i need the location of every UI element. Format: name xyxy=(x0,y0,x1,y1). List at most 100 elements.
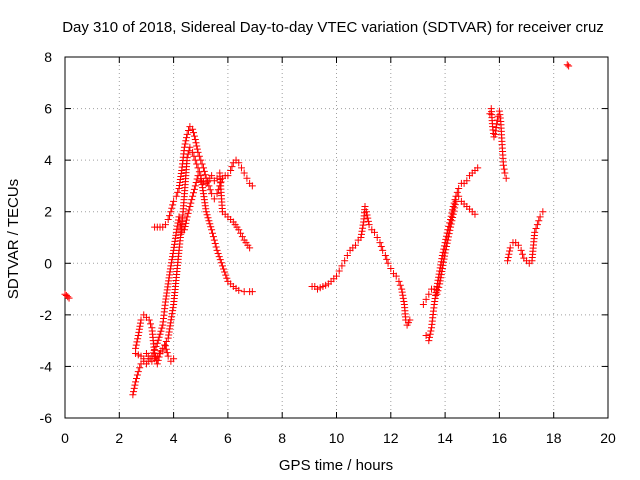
data-point xyxy=(185,126,193,134)
y-tick-label: 0 xyxy=(44,255,52,271)
data-point xyxy=(399,291,407,299)
data-point xyxy=(208,172,216,180)
data-point xyxy=(240,169,248,177)
data-point xyxy=(504,253,512,261)
data-point xyxy=(193,145,201,153)
data-point xyxy=(162,338,170,346)
data-point xyxy=(133,371,141,379)
data-point xyxy=(135,328,143,336)
y-tick-label: -2 xyxy=(40,307,53,323)
data-point xyxy=(205,217,213,225)
data-point xyxy=(235,286,243,294)
data-point xyxy=(200,167,208,175)
data-point xyxy=(169,201,177,209)
data-point xyxy=(227,166,235,174)
data-point xyxy=(518,250,526,258)
data-point xyxy=(134,331,142,339)
data-point xyxy=(209,233,217,241)
data-point xyxy=(215,253,223,261)
data-point xyxy=(213,190,221,198)
data-point xyxy=(183,130,191,138)
data-point xyxy=(474,164,482,172)
data-point xyxy=(206,186,214,194)
x-tick-label: 14 xyxy=(437,430,453,446)
data-point xyxy=(444,236,452,244)
data-point xyxy=(169,253,177,261)
data-point xyxy=(533,221,541,229)
data-point xyxy=(207,223,215,231)
data-point xyxy=(406,316,414,324)
x-tick-label: 0 xyxy=(61,430,69,446)
data-point xyxy=(238,233,246,241)
data-point xyxy=(235,226,243,234)
data-point xyxy=(383,255,391,263)
data-point xyxy=(500,165,508,173)
x-axis-label: GPS time / hours xyxy=(279,457,393,474)
y-tick-label: -6 xyxy=(40,410,53,426)
data-point xyxy=(565,62,573,70)
data-point xyxy=(65,294,73,302)
data-point xyxy=(191,136,199,144)
data-point xyxy=(442,243,450,251)
data-point xyxy=(174,188,182,196)
series-flat xyxy=(151,123,256,231)
data-point xyxy=(133,338,141,346)
data-point xyxy=(237,229,245,237)
data-point xyxy=(182,216,190,224)
data-point xyxy=(198,160,206,168)
data-point xyxy=(130,384,138,392)
data-point xyxy=(136,319,144,327)
data-point xyxy=(438,264,446,272)
data-point xyxy=(395,277,403,285)
data-point xyxy=(449,214,457,222)
data-point xyxy=(493,120,501,128)
data-point xyxy=(455,185,463,193)
data-point xyxy=(437,274,445,282)
data-point xyxy=(361,203,369,211)
data-point xyxy=(506,244,514,252)
x-tick-label: 16 xyxy=(492,430,508,446)
data-point xyxy=(134,368,142,376)
data-point xyxy=(163,349,171,357)
data-point xyxy=(204,214,212,222)
data-point xyxy=(177,225,185,233)
data-point xyxy=(506,247,514,255)
data-point xyxy=(246,244,254,252)
data-point xyxy=(182,219,190,227)
data-point xyxy=(387,264,395,272)
y-tick-label: -4 xyxy=(40,358,53,374)
data-point xyxy=(176,216,184,224)
series-rise-b xyxy=(132,169,254,368)
data-point xyxy=(358,227,366,235)
data-point xyxy=(539,208,547,216)
data-point xyxy=(192,178,200,186)
data-point xyxy=(190,185,198,193)
grid xyxy=(65,57,608,418)
data-point xyxy=(373,234,381,241)
x-tick-label: 2 xyxy=(115,430,123,446)
data-point xyxy=(451,204,459,212)
data-point xyxy=(362,208,370,216)
data-point xyxy=(186,203,194,211)
data-point xyxy=(164,352,172,360)
series-late-low xyxy=(504,208,547,267)
data-point xyxy=(189,192,197,200)
data-point xyxy=(399,294,407,302)
data-point xyxy=(357,230,365,238)
data-point xyxy=(193,175,201,183)
data-point xyxy=(202,174,210,182)
data-point xyxy=(194,172,202,180)
data-point xyxy=(182,137,190,145)
data-point xyxy=(384,259,392,267)
data-point xyxy=(505,250,513,258)
data-point xyxy=(212,243,220,251)
x-tick-label: 20 xyxy=(600,430,616,446)
data-point xyxy=(243,174,251,182)
data-point xyxy=(365,221,373,229)
data-point xyxy=(439,261,447,269)
data-point xyxy=(536,213,544,221)
data-point xyxy=(434,287,442,295)
data-point xyxy=(192,139,200,147)
data-point xyxy=(514,241,522,249)
